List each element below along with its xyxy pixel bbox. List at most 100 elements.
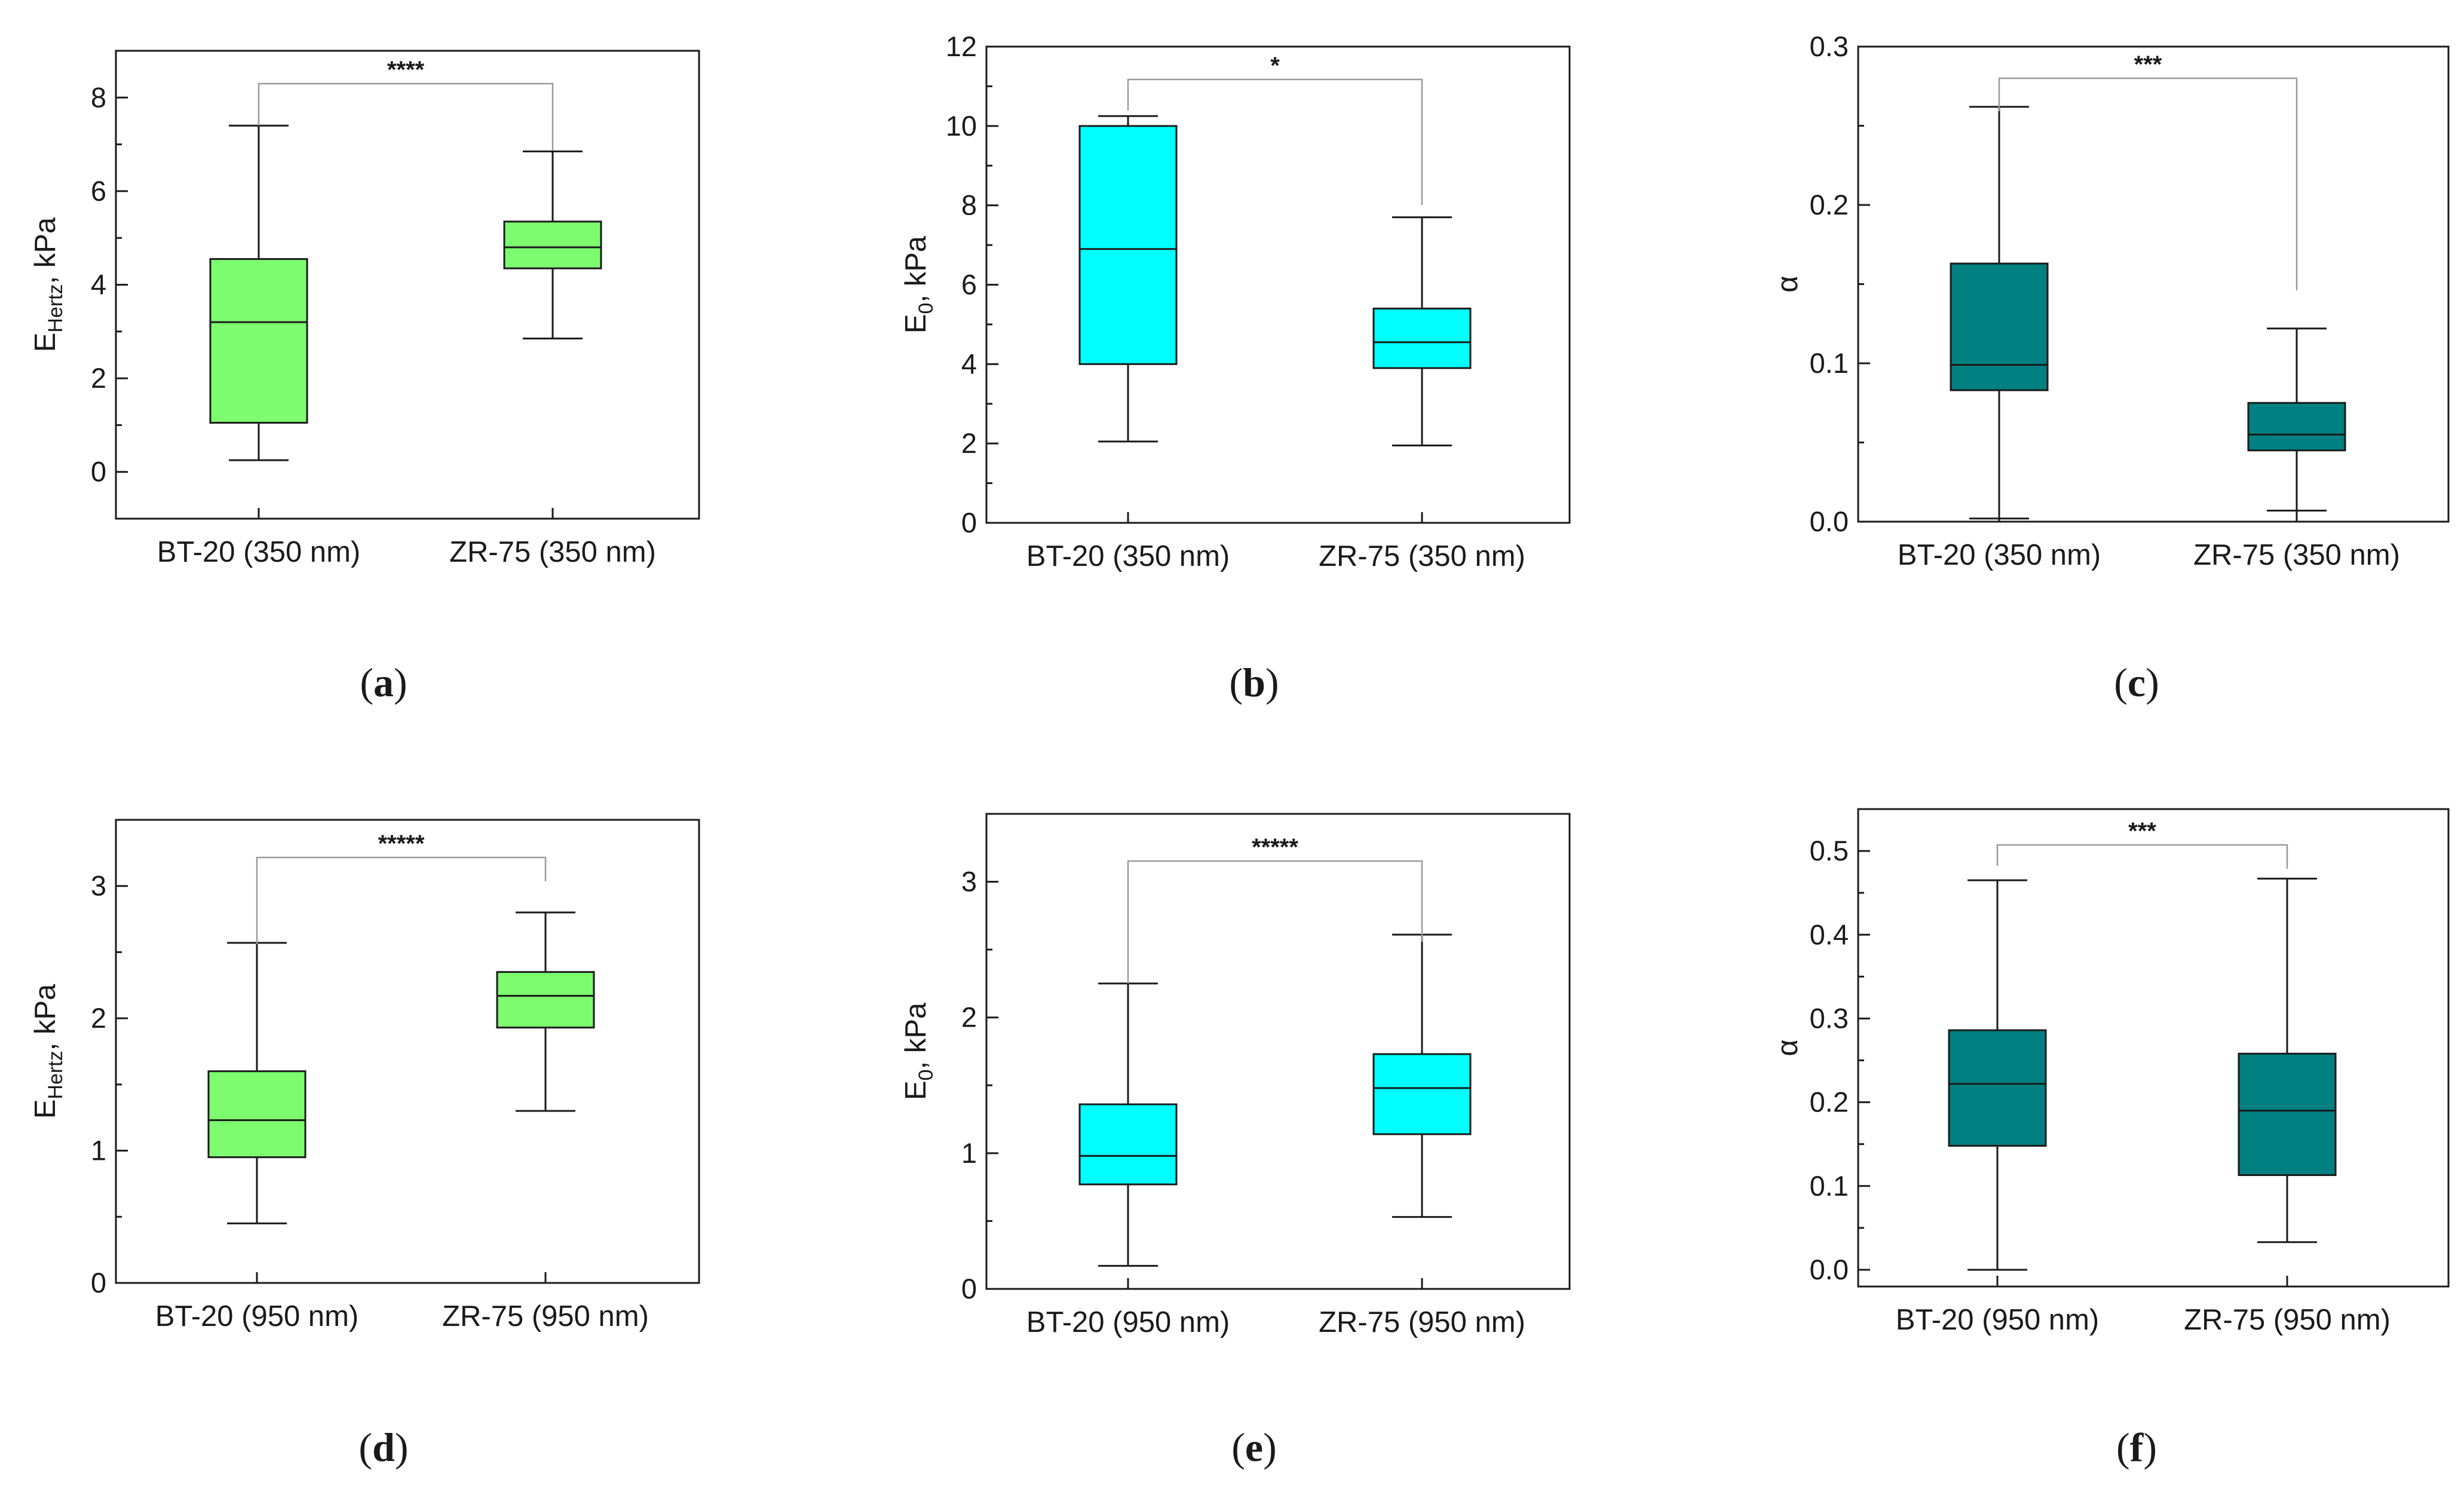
significance-label: ****	[387, 57, 425, 83]
iqr-box	[209, 258, 308, 424]
box-2	[1372, 216, 1472, 446]
iqr-box	[207, 1070, 307, 1159]
panel-label-letter: c	[2128, 660, 2146, 705]
y-tick-label: 0.0	[1810, 1254, 1849, 1285]
significance-bracket	[1996, 844, 2288, 869]
box-1	[207, 942, 307, 1224]
x-category-label: BT-20 (950 nm)	[1026, 1306, 1230, 1339]
y-tick-label: 6	[91, 175, 106, 207]
box-1	[209, 124, 308, 461]
y-axis-label-subscript: 0	[915, 1070, 937, 1081]
chart-panel-f: 0.0 0.1 0.2 0.3 0.4 0.5 BT-20 (950 nm) ZR-75 (9…	[1772, 808, 2450, 1470]
panel-label-open: (	[2114, 660, 2128, 705]
y-tick-label: 0.2	[1810, 1086, 1849, 1118]
y-tick-label: 2	[961, 1001, 977, 1033]
y-axis-label-main: E	[900, 314, 932, 333]
y-tick-label: 1	[961, 1137, 977, 1169]
significance-bracket	[256, 856, 547, 944]
chart-panel-a: 0 2 4 6 8 BT-20 (350 nm) ZR-75 (350 nm) EHertz,…	[29, 50, 700, 705]
panel-label-open: (	[1229, 660, 1243, 705]
chart-panel-d: 0 1 2 3 BT-20 (950 nm) ZR-75 (950 nm) EHertz, …	[29, 819, 700, 1470]
y-axis-label-unit: , kPa	[900, 1002, 932, 1069]
panel-label: (c)	[2114, 660, 2159, 705]
iqr-box	[1078, 1103, 1178, 1186]
plot-frame	[115, 819, 700, 1284]
y-tick-label: 0.3	[1810, 30, 1849, 62]
y-tick-label: 10	[946, 110, 977, 142]
panel-label-letter: a	[373, 660, 394, 705]
y-axis-label-main: E	[29, 333, 62, 353]
panel-label-open: (	[1231, 1425, 1245, 1470]
iqr-box	[1078, 125, 1178, 365]
y-axis-label-main: E	[29, 1099, 62, 1119]
plot-frame	[1857, 808, 2450, 1288]
panel-label-close: )	[1265, 660, 1279, 705]
box-1	[1948, 879, 2047, 1271]
x-category-label: BT-20 (350 nm)	[157, 536, 360, 568]
panel-label-letter: d	[372, 1425, 395, 1470]
panel-label-open: (	[358, 1425, 372, 1470]
x-category-label: ZR-75 (950 nm)	[2184, 1304, 2391, 1336]
panel-label-open: (	[2116, 1425, 2130, 1470]
x-category-label: ZR-75 (350 nm)	[2193, 539, 2400, 571]
y-tick-label: 0	[961, 507, 977, 538]
y-tick-label: 3	[91, 870, 106, 902]
y-axis-label: α	[1772, 275, 1804, 292]
panel-label-close: )	[2143, 1425, 2157, 1470]
plot-frame	[985, 813, 1571, 1290]
y-axis-label: EHertz, kPa	[29, 984, 67, 1119]
panel-label: (f)	[2116, 1425, 2157, 1470]
y-axis-label-main: E	[900, 1080, 932, 1100]
y-tick-label: 4	[91, 269, 106, 301]
plot-frame	[985, 45, 1571, 524]
plot-frame	[115, 50, 700, 520]
y-tick-label: 0.1	[1810, 1170, 1849, 1202]
y-axis-label-main: α	[1772, 1039, 1804, 1056]
y-axis-label-unit: , kPa	[900, 235, 932, 302]
y-tick-label: 0	[91, 456, 106, 488]
y-tick-label: 4	[961, 348, 977, 379]
y-tick-label: 6	[961, 269, 977, 301]
iqr-box	[1950, 262, 2049, 391]
y-tick-label: 0.1	[1810, 347, 1849, 379]
y-tick-label: 3	[961, 866, 977, 898]
y-tick-label: 2	[91, 362, 106, 394]
x-category-label: BT-20 (350 nm)	[1026, 540, 1230, 572]
panel-label-letter: b	[1243, 660, 1265, 705]
x-category-label: BT-20 (950 nm)	[155, 1300, 358, 1333]
plot-frame	[1857, 45, 2450, 523]
y-axis-label-subscript: Hertz	[44, 284, 67, 332]
y-tick-label: 2	[961, 427, 977, 459]
box-2	[2247, 327, 2346, 511]
iqr-box	[1372, 1053, 1472, 1135]
y-tick-label: 0	[961, 1273, 977, 1304]
box-2	[503, 150, 602, 340]
significance-bracket	[1127, 78, 1423, 205]
y-tick-label: 8	[91, 81, 106, 113]
x-category-label: ZR-75 (350 nm)	[1319, 540, 1525, 572]
y-tick-label: 1	[91, 1135, 106, 1166]
y-tick-label: 2	[91, 1002, 106, 1034]
significance-label: *	[1270, 53, 1280, 79]
y-tick-label: 0	[91, 1267, 106, 1298]
y-axis-label: E0, kPa	[900, 235, 937, 333]
panel-label-close: )	[1263, 1425, 1277, 1470]
chart-panel-c: 0.0 0.1 0.2 0.3 BT-20 (350 nm) ZR-75 (350 nm)…	[1772, 30, 2450, 705]
panel-label-letter: f	[2130, 1425, 2144, 1470]
y-axis-label: α	[1772, 1039, 1804, 1056]
panel-label-close: )	[395, 1425, 409, 1470]
panel-label: (b)	[1229, 660, 1279, 705]
panel-label-close: )	[394, 660, 407, 705]
panel-label: (d)	[358, 1425, 408, 1470]
significance-bracket	[1998, 77, 2298, 290]
x-category-label: BT-20 (950 nm)	[1896, 1304, 2099, 1336]
y-axis-label: EHertz, kPa	[29, 217, 67, 352]
y-tick-label: 0.5	[1810, 835, 1849, 866]
y-axis-label-subscript: 0	[915, 303, 937, 314]
iqr-box	[496, 971, 595, 1029]
box-1	[1078, 982, 1178, 1267]
iqr-box	[1948, 1029, 2047, 1147]
significance-label: *****	[378, 831, 425, 857]
